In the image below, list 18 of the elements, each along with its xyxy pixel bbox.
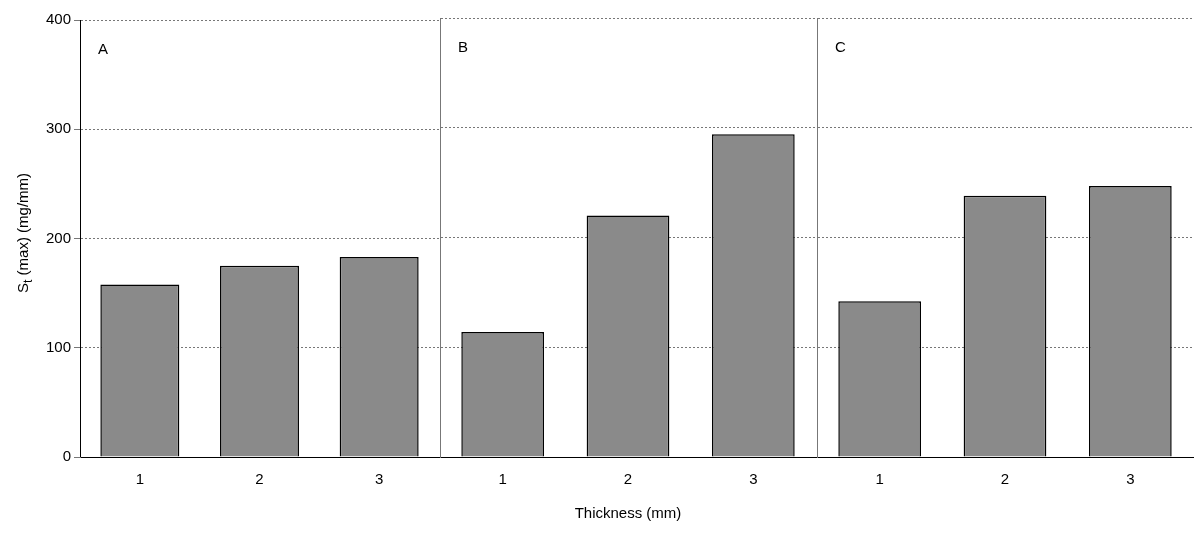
x-tick-label: 1	[135, 470, 145, 488]
annotation: C	[835, 37, 846, 55]
x-tick-label: 2	[1000, 470, 1010, 488]
y-tick-label: 0	[62, 447, 71, 465]
annotation: B	[458, 37, 469, 55]
x-axis-title: Thickness (mm)	[574, 504, 682, 522]
y-tick-label: 400	[45, 10, 71, 28]
x-tick-label: 2	[623, 470, 633, 488]
annotation: A	[98, 39, 109, 57]
x-tick-label: 2	[255, 470, 264, 488]
y-tick-label: 200	[45, 228, 71, 246]
x-tick-label: 3	[749, 470, 758, 488]
x-tick-label: 1	[875, 470, 884, 488]
y-tick-label: 300	[45, 119, 71, 137]
y-tick-label: 100	[45, 337, 71, 355]
x-tick-label: 1	[498, 470, 507, 488]
x-tick-label: 3	[374, 470, 384, 488]
x-tick-label: 3	[1126, 470, 1135, 488]
